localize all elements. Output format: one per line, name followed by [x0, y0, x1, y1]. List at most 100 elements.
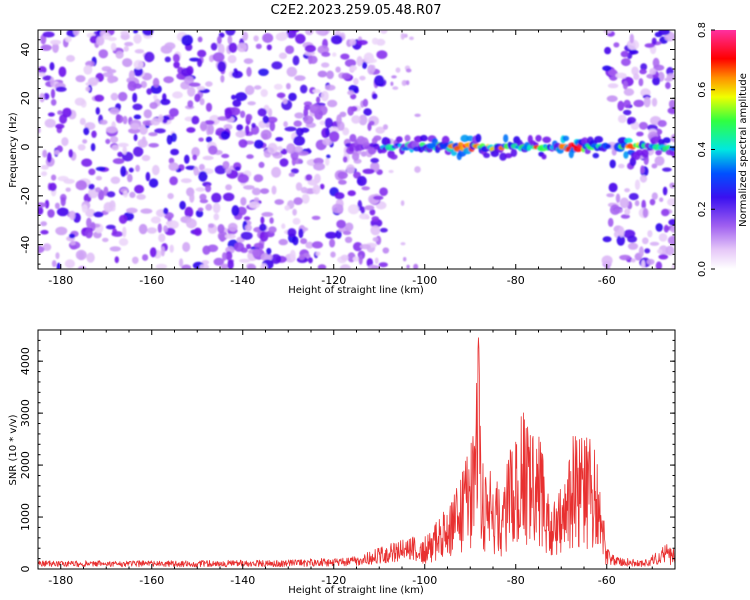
- spectrogram-cell: [134, 184, 145, 194]
- spectrogram-cell: [413, 263, 419, 269]
- snr-ticks: [37, 329, 676, 570]
- spectrogram-cell: [133, 59, 144, 70]
- spectrogram-cell: [292, 146, 304, 153]
- spectrogram-cell: [120, 30, 130, 36]
- spectrogram-cell: [49, 182, 57, 192]
- spectrogram-cell: [227, 259, 234, 269]
- spectrogram-cell: [620, 50, 629, 58]
- spectrogram-cell: [419, 134, 428, 142]
- spectrogram-cell: [238, 139, 248, 148]
- snr-x-tick-label: -160: [139, 574, 164, 587]
- spectrogram-cell: [197, 49, 207, 58]
- spectrogram-cell: [82, 139, 88, 144]
- spectrogram-cell: [312, 89, 321, 94]
- spectrogram-cell: [602, 236, 612, 243]
- spectrogram-cell: [629, 49, 639, 55]
- spectrogram-cell: [441, 135, 450, 145]
- spectrogram-cell: [359, 244, 371, 250]
- spectrogram-cell: [356, 135, 366, 145]
- spectrogram-cell: [122, 226, 127, 238]
- spectrogram-heatmap: [38, 30, 675, 269]
- spectrogram-cell: [615, 193, 621, 203]
- spectrogram-cell: [68, 149, 74, 158]
- spectrogram-cell: [608, 69, 618, 77]
- spectrogram-cell: [38, 206, 44, 215]
- spectrogram-cell: [266, 247, 272, 255]
- spectrogram-cell: [255, 43, 262, 49]
- spectrogram-cell: [253, 139, 264, 149]
- spectrogram-cell: [97, 189, 105, 201]
- spectrogram-cell: [643, 155, 649, 166]
- spectrogram-cell: [262, 33, 274, 43]
- spectrogram-cell: [143, 109, 152, 119]
- spectrogram-cell: [102, 237, 109, 243]
- spectrogram-cell: [300, 238, 308, 245]
- spectrogram-cell: [251, 187, 261, 196]
- spectrogram-cell: [153, 94, 158, 101]
- spectrogram-cell: [223, 192, 235, 202]
- spectrogram-cell: [213, 257, 225, 266]
- spectrogram-cell: [228, 42, 238, 53]
- spectrogram-cell: [654, 156, 665, 166]
- spectrogram-cell: [335, 230, 342, 239]
- spectrogram-cell: [51, 260, 57, 268]
- spectrogram-cell: [246, 243, 252, 250]
- spectrogram-cell: [217, 231, 228, 241]
- spectrogram-cell: [205, 81, 213, 87]
- spectrogram-cell: [651, 192, 658, 200]
- spectrogram-cell: [638, 121, 648, 130]
- spectrogram-cell: [77, 265, 87, 269]
- spectrogram-cell: [169, 108, 179, 117]
- spectrogram-cell: [68, 233, 76, 239]
- spectrogram-cell: [325, 157, 330, 166]
- spectrogram-cell: [370, 225, 381, 236]
- spectrogram-cell: [457, 142, 464, 148]
- spectrogram-cell: [199, 98, 205, 106]
- spectrogram-cell: [266, 44, 272, 51]
- spectrogram-cell: [118, 238, 129, 246]
- spectrogram-cell: [388, 169, 394, 174]
- spectrogram-cell: [207, 244, 219, 253]
- spectrogram-cell: [390, 154, 398, 160]
- spectrogram-cell: [194, 93, 201, 103]
- colorbar-gradient: [711, 30, 736, 269]
- spectrogram-cell: [291, 30, 300, 33]
- spectrogram-cell: [651, 97, 658, 107]
- spectrogram-cell: [253, 242, 264, 249]
- spectrogram-y-axis-label: Frequency (Hz): [8, 112, 19, 188]
- spectrogram-cell: [317, 264, 327, 269]
- snr-y-axis-label: SNR (10 * v/v): [8, 414, 19, 485]
- spectrogram-cell: [373, 135, 382, 141]
- spectrogram-cell: [269, 121, 276, 132]
- spectrogram-cell: [220, 263, 230, 269]
- spectrogram-cell: [160, 246, 165, 257]
- spectrogram-cell: [184, 75, 195, 85]
- spectrogram-cell: [352, 256, 360, 262]
- spectrogram-cell: [286, 66, 298, 77]
- spectrogram-cell: [185, 165, 197, 170]
- spectrogram-cell: [542, 136, 552, 144]
- spectrogram-cell: [258, 68, 269, 77]
- spectrogram-cell: [405, 68, 412, 73]
- spectrogram-cell: [166, 134, 173, 145]
- spectrogram-cell: [606, 193, 615, 198]
- spectrogram-cell: [253, 35, 259, 42]
- spectrogram-cell: [293, 197, 303, 206]
- spectrogram-cell: [371, 37, 379, 45]
- spectrogram-cell: [222, 161, 230, 169]
- spectrogram-cell: [95, 175, 102, 181]
- spectrogram-cell: [274, 199, 285, 205]
- spectrogram-cell: [466, 135, 475, 142]
- spectrogram-cell: [163, 76, 174, 84]
- spectrogram-cell: [371, 216, 380, 222]
- spectrogram-cell: [259, 223, 267, 232]
- spectrogram-cell: [271, 185, 277, 195]
- spectrogram-cell: [636, 131, 644, 137]
- spectrogram-cell: [344, 59, 357, 68]
- spectrogram-cell: [245, 125, 250, 135]
- spectrogram-cell: [253, 174, 264, 183]
- spectrogram-cell: [642, 207, 649, 218]
- spectrogram-cell: [623, 109, 632, 116]
- spectrogram-cell: [95, 166, 106, 171]
- spectrogram-cell: [217, 43, 225, 55]
